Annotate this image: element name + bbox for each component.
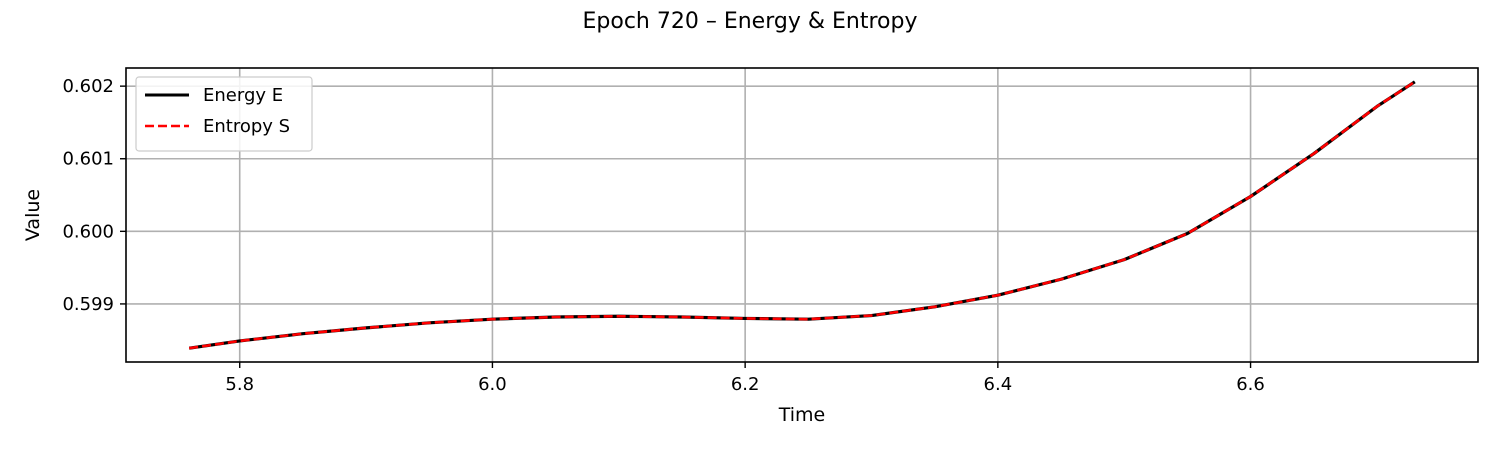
x-tick-label: 6.4 (984, 374, 1013, 395)
y-tick-label: 0.601 (62, 149, 114, 170)
y-tick-label: 0.600 (62, 221, 114, 242)
legend-label: Entropy S (203, 116, 290, 137)
series-line-energy-e (188, 80, 1416, 350)
x-tick-label: 6.0 (478, 374, 507, 395)
y-tick-label: 0.602 (62, 76, 114, 97)
plot-area-frame (125, 67, 1479, 363)
x-tick-label: 5.8 (225, 374, 254, 395)
x-axis-title: Time (778, 404, 826, 426)
y-axis-title: Value (22, 189, 44, 241)
series-line-entropy-s (188, 80, 1416, 350)
axis-ticks: 5.8 6.0 6.2 6.4 6.6 0.599 0.600 0.601 0.602 (62, 76, 1264, 395)
y-tick-label: 0.599 (62, 294, 114, 315)
grid (126, 68, 1478, 362)
chart-title: Epoch 720 – Energy & Entropy (583, 9, 918, 34)
series-lines (188, 80, 1416, 350)
legend-label: Energy E (203, 85, 283, 106)
legend: Energy E Entropy S (135, 76, 313, 152)
x-tick-label: 6.6 (1236, 374, 1265, 395)
x-tick-label: 6.2 (731, 374, 760, 395)
